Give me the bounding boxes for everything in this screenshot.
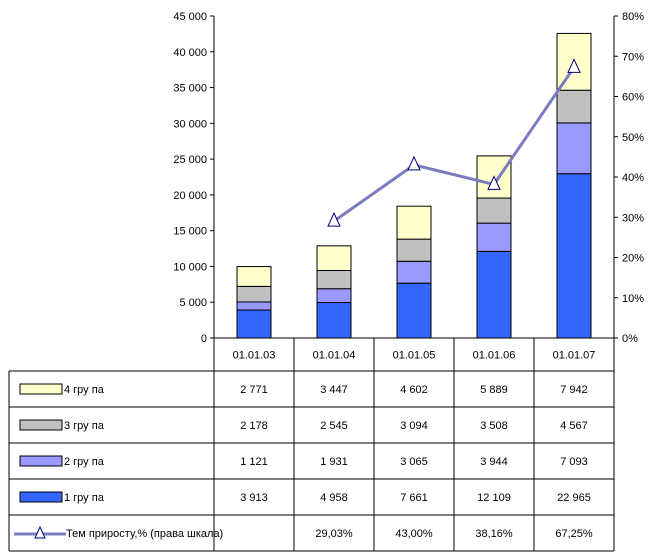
data-table-cell: 4 958	[320, 492, 348, 504]
bar-segment	[236, 301, 272, 311]
bar-segment	[476, 250, 512, 339]
data-table-cell: 38,16%	[475, 528, 513, 540]
legend-swatch	[19, 419, 63, 431]
legend-swatch	[19, 383, 63, 395]
right-axis-tick-label: 10%	[622, 293, 644, 305]
legend-swatch	[19, 491, 63, 503]
left-axis-tick-label: 10 000	[173, 261, 207, 273]
x-axis-category-label: 01.01.05	[393, 350, 436, 362]
right-axis-tick-label: 80%	[622, 11, 644, 23]
legend-label: 2 гру па	[64, 456, 105, 468]
right-axis-tick-label: 70%	[622, 51, 644, 63]
growth-rate-marker	[327, 211, 341, 227]
x-axis-category-label: 01.01.06	[473, 350, 516, 362]
bar-segment	[396, 282, 432, 339]
legend-label: 3 гру па	[64, 420, 105, 432]
data-table-cell: 2 178	[240, 420, 268, 432]
bar-segment	[236, 309, 272, 339]
legend-swatch	[19, 455, 63, 467]
data-table-cell: 7 093	[560, 456, 588, 468]
growth-rate-line	[333, 66, 576, 223]
growth-rate-marker	[567, 58, 581, 73]
data-table-cell: 22 965	[557, 492, 591, 504]
left-axis-tick-label: 30 000	[173, 118, 207, 130]
bar-segment	[316, 269, 352, 290]
data-table-cell: 2 771	[240, 384, 268, 396]
bar-segment	[236, 266, 272, 287]
bar-segment	[396, 260, 432, 284]
left-axis-tick-label: 25 000	[173, 154, 207, 166]
growth-rate-marker	[487, 175, 501, 190]
data-table-cell: 1 121	[240, 456, 268, 468]
right-axis-tick-label: 50%	[622, 132, 644, 144]
right-axis-tick-label: 0%	[622, 333, 638, 345]
data-table-cell: 7 661	[400, 492, 428, 504]
left-axis-tick-label: 35 000	[173, 83, 207, 95]
data-table-cell: 67,25%	[555, 528, 593, 540]
data-table-cell: 3 065	[400, 456, 428, 468]
data-table-cell: 4 567	[560, 420, 588, 432]
right-axis-tick-label: 30%	[622, 212, 644, 224]
x-axis-category-label: 01.01.03	[233, 350, 276, 362]
bar-segment	[396, 238, 432, 262]
data-table-cell: 12 109	[477, 492, 511, 504]
right-axis-tick-label: 40%	[622, 172, 644, 184]
data-table-cell: 43,00%	[395, 528, 433, 540]
left-axis-tick-label: 5 000	[179, 297, 207, 309]
legend-label: Тем приросту,% (права шкала)	[66, 528, 223, 540]
data-table-cell: 1 931	[320, 456, 348, 468]
data-table-cell: 3 944	[480, 456, 508, 468]
left-axis-tick-label: 20 000	[173, 190, 207, 202]
x-axis-category-label: 01.01.07	[553, 350, 596, 362]
legend-marker	[34, 525, 46, 539]
left-axis-tick-label: 40 000	[173, 47, 207, 59]
bar-segment	[476, 197, 512, 224]
data-table-cell: 3 913	[240, 492, 268, 504]
bar-segment	[556, 89, 592, 124]
bar-segment	[556, 173, 592, 339]
x-axis-category-label: 01.01.04	[313, 350, 356, 362]
growth-rate-marker	[407, 155, 421, 171]
left-axis-tick-label: 45 000	[173, 11, 207, 23]
right-axis-tick-label: 60%	[622, 92, 644, 104]
legend-label: 1 гру па	[64, 492, 105, 504]
bar-segment	[316, 302, 352, 339]
data-table-cell: 7 942	[560, 384, 588, 396]
data-table-cell: 4 602	[400, 384, 428, 396]
left-axis-tick-label: 0	[201, 333, 207, 345]
data-table-cell: 5 889	[480, 384, 508, 396]
data-table-cell: 3 508	[480, 420, 508, 432]
bar-segment	[476, 222, 512, 252]
bar-segment	[236, 285, 272, 303]
bar-segment	[476, 155, 512, 199]
data-table-cell: 3 447	[320, 384, 348, 396]
right-axis-tick-label: 20%	[622, 253, 644, 265]
legend-label: 4 гру па	[64, 384, 105, 396]
bar-segment	[556, 122, 592, 175]
data-table-cell: 29,03%	[315, 528, 353, 540]
data-table-cell: 2 545	[320, 420, 348, 432]
bar-segment	[316, 288, 352, 304]
bar-segment	[396, 205, 432, 240]
left-axis-tick-label: 15 000	[173, 226, 207, 238]
bar-segment	[316, 245, 352, 271]
data-table-cell: 3 094	[400, 420, 428, 432]
